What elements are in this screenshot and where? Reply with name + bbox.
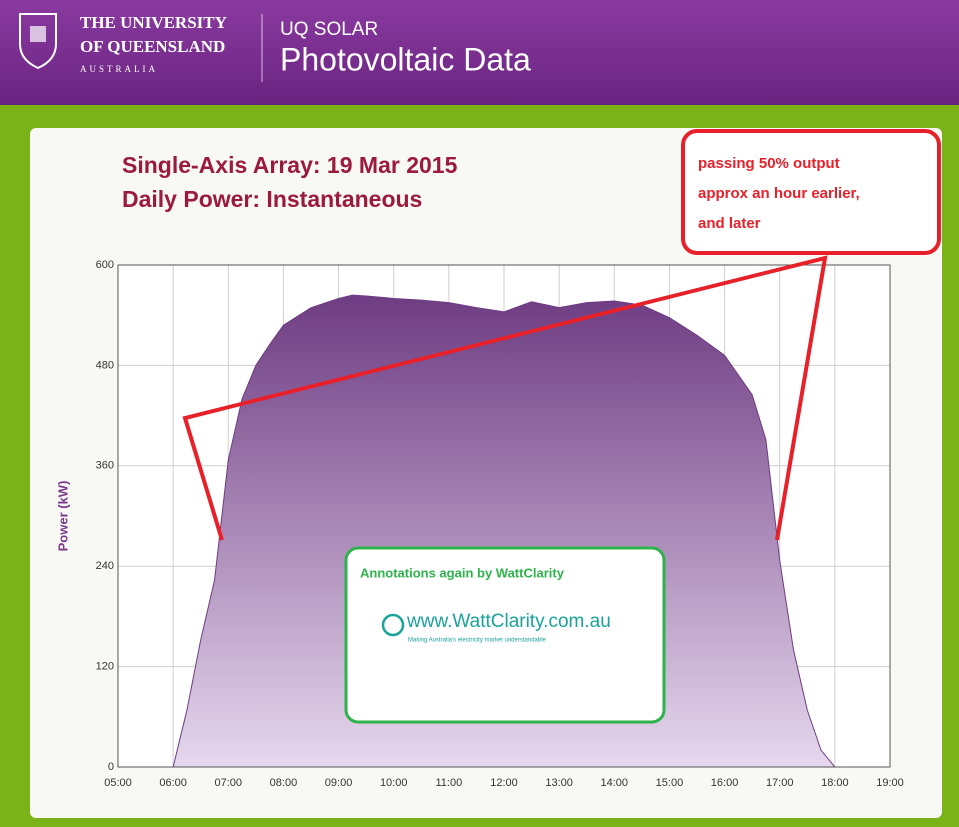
credit-logo: www.WattClarity.com.au [406, 611, 611, 632]
y-tick-label: 600 [96, 259, 114, 271]
y-tick-label: 120 [96, 661, 114, 673]
credit-title: Annotations again by WattClarity [360, 565, 565, 580]
logo-line: THE UNIVERSITY [80, 13, 227, 32]
plot: 0 120 240 360 480 600 05:00 06:00 07:00 08:00 09:0… [96, 259, 904, 789]
x-tick-label: 15:00 [656, 777, 684, 789]
y-tick-label: 0 [108, 761, 114, 773]
header-bar [0, 0, 959, 105]
crest-book [30, 26, 46, 42]
logo-line: AUSTRALIA [80, 64, 158, 74]
y-tick-label: 240 [96, 560, 114, 572]
header-title: Photovoltaic Data [280, 41, 531, 77]
credit-icon [381, 613, 405, 637]
x-tick-label: 17:00 [766, 777, 794, 789]
x-tick-label: 11:00 [435, 777, 462, 789]
callout-text: passing 50% output [698, 155, 840, 172]
x-tick-label: 16:00 [711, 777, 739, 789]
callout-box [681, 129, 941, 255]
credit-tagline: Making Australia's electricity market un… [408, 638, 547, 644]
x-tick-label: 09:00 [325, 777, 353, 789]
kicker: UQ SOLAR [280, 19, 378, 40]
callout-text: approx an hour earlier, [698, 185, 860, 202]
chart-title: Daily Power: Instantaneous [122, 186, 422, 212]
crest [19, 13, 57, 70]
callout-pointer [182, 255, 828, 541]
x-tick-label: 08:00 [270, 777, 298, 789]
x-tick-label: 12:00 [490, 777, 518, 789]
y-tick-label: 360 [96, 460, 114, 472]
chart-title: Single-Axis Array: 19 Mar 2015 [122, 152, 458, 178]
credit-box [344, 546, 666, 724]
x-tick-label: 05:00 [104, 777, 132, 789]
x-tick-label: 19:00 [876, 777, 904, 789]
callout-text: and later [698, 215, 761, 232]
x-tick-label: 07:00 [215, 777, 243, 789]
y-tick-label: 480 [96, 359, 114, 371]
x-tick-label: 13:00 [545, 777, 573, 789]
area [172, 294, 836, 768]
x-tick-label: 10:00 [380, 777, 408, 789]
x-tick-label: 14:00 [601, 777, 629, 789]
y-axis-label: Power (kW) [55, 481, 70, 552]
plot-border [117, 264, 891, 768]
x-tick-label: 06:00 [159, 777, 187, 789]
logo-line: OF QUEENSLAND [80, 37, 225, 56]
x-tick-label: 18:00 [821, 777, 849, 789]
